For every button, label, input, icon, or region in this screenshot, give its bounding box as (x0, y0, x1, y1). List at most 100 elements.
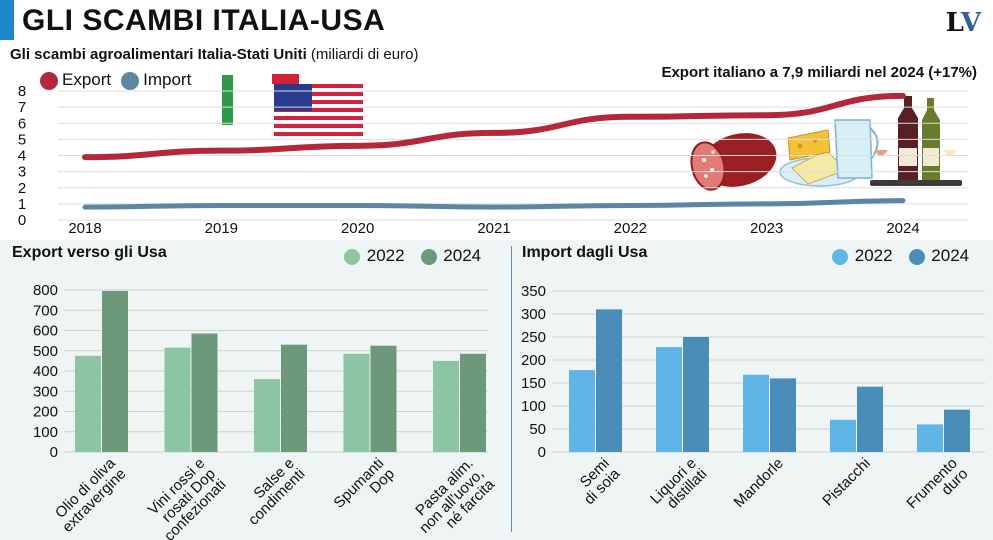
y-tick-label: 350 (521, 283, 546, 300)
legend-export-2022-label: 2022 (366, 246, 405, 265)
y-tick-label: 5 (18, 131, 26, 148)
legend-import: Import (121, 70, 191, 90)
bar-2022 (343, 353, 370, 452)
x-tick-label: 2018 (68, 220, 101, 237)
export-bar-chart: 0 100 200 300 400 500 600 700 800 Olio di olivaex… (33, 282, 499, 540)
top-chart-subtitle: Gli scambi agroalimentari Italia-Stati U… (10, 46, 418, 63)
import-panel-legend: 2022 2024 (832, 246, 969, 266)
x-tick-label: 2019 (205, 220, 238, 237)
bar-2024 (944, 409, 970, 452)
bar-2022 (433, 360, 459, 452)
legend-import-2024-marker (908, 248, 925, 265)
y-tick-label: 0 (50, 444, 58, 461)
category-label-line: Pistacchi (819, 455, 873, 509)
bar-2022 (656, 347, 682, 452)
bar-2024 (191, 333, 218, 452)
legend-import-2024: 2024 (908, 246, 970, 266)
bar-2022 (164, 347, 191, 452)
y-tick-label: 6 (18, 115, 26, 132)
category-label: Salse econdimenti (235, 455, 309, 529)
y-tick-label: 150 (521, 375, 546, 392)
bar-2024 (857, 386, 883, 452)
x-tick-label: 2022 (614, 220, 647, 237)
top-chart-subtitle-unit: (miliardi di euro) (310, 46, 419, 63)
y-tick-label: 500 (33, 343, 58, 360)
bar-2024 (683, 337, 709, 452)
legend-export-2024-marker (420, 248, 437, 265)
import-panel-title: Import dagli Usa (522, 244, 648, 261)
usa-flag-icon (272, 74, 363, 136)
y-tick-label: 0 (538, 444, 546, 461)
legend-import-2024-label: 2024 (931, 246, 970, 265)
y-tick-label: 100 (33, 424, 58, 441)
y-tick-label: 50 (529, 421, 546, 438)
category-label: Pasta alim.non all'uovo,né farcita (406, 454, 499, 540)
page-title: GLI SCAMBI ITALIA-USA (22, 4, 386, 37)
y-tick-label: 7 (18, 99, 26, 116)
x-tick-label: 2023 (750, 220, 783, 237)
y-tick-label: 1 (18, 196, 26, 213)
y-tick-label: 600 (33, 323, 58, 340)
export-panel-legend: 2022 2024 (344, 246, 481, 266)
bar-2022 (254, 379, 280, 452)
y-tick-label: 300 (521, 306, 546, 323)
italy-flag-icon (222, 75, 237, 125)
bar-2022 (75, 355, 101, 452)
bar-2024 (460, 353, 486, 452)
bar-2024 (770, 378, 796, 452)
category-label: Frumentoduro (903, 455, 971, 523)
legend-import-2022: 2022 (832, 246, 893, 266)
publisher-logo: LV (945, 8, 981, 38)
y-tick-label: 800 (33, 282, 58, 299)
bar-2022 (830, 419, 856, 452)
legend-export-label: Export (62, 70, 112, 89)
y-tick-label: 0 (18, 212, 26, 229)
y-tick-label: 200 (521, 352, 546, 369)
header-accent-bar (0, 0, 14, 40)
x-tick-label: 2021 (477, 220, 510, 237)
legend-import-marker (121, 71, 140, 90)
top-chart-headline: Export italiano a 7,9 miliardi nel 2024 … (661, 64, 977, 81)
bar-2022 (917, 424, 943, 452)
export-panel-title: Export verso gli Usa (12, 244, 167, 261)
bar-2024 (596, 309, 622, 452)
legend-import-2022-label: 2022 (854, 246, 893, 265)
legend-export-marker (40, 71, 58, 90)
legend-import-2022-marker (832, 248, 848, 265)
legend-import-label: Import (143, 70, 192, 89)
category-label: Mandorle (731, 455, 787, 511)
bar-2024 (102, 291, 128, 452)
legend-export-2022: 2022 (344, 246, 405, 266)
category-label: Olio di olivaextravergine (48, 454, 129, 535)
y-tick-label: 3 (18, 164, 26, 181)
y-tick-label: 200 (33, 404, 58, 421)
x-tick-label: 2024 (886, 220, 919, 237)
y-tick-label: 700 (33, 302, 58, 319)
y-tick-label: 300 (33, 383, 58, 400)
series-line-export (82, 92, 906, 161)
y-tick-label: 250 (521, 329, 546, 346)
y-tick-label: 8 (18, 83, 26, 100)
import-bar-chart: 0 50 100 150 200 250 300 350 Semidi soia Liquori … (521, 283, 985, 523)
legend-export-2022-marker (344, 248, 360, 265)
legend-export: Export (40, 70, 111, 90)
bar-2022 (743, 374, 769, 452)
legend-export-2024-label: 2024 (443, 246, 482, 265)
y-tick-label: 100 (521, 398, 546, 415)
category-label: Pistacchi (819, 455, 873, 509)
legend-export-2024: 2024 (420, 246, 482, 266)
category-label: SpumantiDop (330, 455, 397, 522)
y-tick-label: 4 (18, 148, 26, 165)
series-line-import (82, 198, 906, 210)
x-tick-label: 2020 (341, 220, 374, 237)
y-tick-label: 2 (18, 180, 26, 197)
bar-2024 (370, 345, 397, 452)
bar-2024 (281, 344, 307, 452)
bar-2022 (569, 370, 595, 452)
top-chart-subtitle-bold: Gli scambi agroalimentari Italia-Stati U… (10, 46, 307, 63)
category-label: Liquori edistillati (647, 455, 710, 518)
panel-divider (511, 246, 512, 532)
category-label: Semidi soia (570, 454, 624, 508)
category-label: Vini rossi erosati Dopconfezionati (140, 455, 230, 540)
